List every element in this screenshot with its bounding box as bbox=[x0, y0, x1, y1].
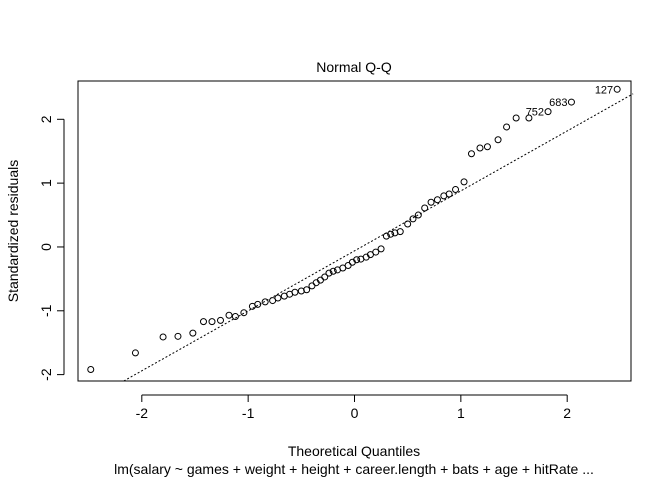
data-point bbox=[452, 186, 460, 194]
y-tick-label: -1 bbox=[38, 304, 54, 317]
data-point bbox=[396, 228, 404, 236]
data-point bbox=[199, 318, 207, 326]
data-point bbox=[372, 248, 380, 256]
data-point bbox=[308, 282, 316, 290]
data-point bbox=[467, 150, 475, 158]
data-point bbox=[445, 190, 453, 198]
data-point bbox=[409, 215, 417, 223]
point-labels-layer: 752 683 127 bbox=[526, 84, 613, 118]
data-point bbox=[494, 136, 502, 144]
data-point bbox=[567, 98, 575, 106]
data-point bbox=[274, 294, 282, 302]
data-point bbox=[512, 114, 520, 122]
data-point bbox=[404, 220, 412, 228]
data-point bbox=[217, 316, 225, 324]
data-point bbox=[261, 298, 269, 306]
data-point bbox=[476, 144, 484, 152]
y-tick-label: 2 bbox=[38, 115, 54, 123]
y-tick-label: 0 bbox=[38, 243, 54, 251]
data-point bbox=[377, 245, 385, 253]
x-tick-label: 0 bbox=[351, 405, 359, 421]
plot-area: 752 683 127 bbox=[77, 80, 634, 382]
point-label: 752 bbox=[526, 107, 544, 119]
data-point bbox=[325, 269, 333, 277]
data-point bbox=[87, 366, 95, 374]
data-point bbox=[321, 273, 329, 281]
data-point bbox=[353, 256, 361, 264]
data-point bbox=[225, 311, 233, 319]
x-tick-label: -1 bbox=[242, 405, 255, 421]
x-axis: -2 -1 0 1 2 bbox=[136, 394, 571, 421]
data-point bbox=[240, 309, 248, 317]
data-point bbox=[174, 332, 182, 340]
data-point bbox=[382, 232, 390, 240]
model-formula-caption: lm(salary ~ games + weight + height + ca… bbox=[114, 461, 594, 477]
data-point bbox=[460, 178, 468, 186]
x-tick-label: 1 bbox=[457, 405, 465, 421]
y-tick-label: -2 bbox=[38, 368, 54, 381]
data-point bbox=[414, 211, 422, 219]
points-layer bbox=[87, 85, 621, 374]
data-point bbox=[427, 198, 435, 206]
plot-frame bbox=[77, 80, 632, 382]
point-label: 127 bbox=[595, 84, 613, 96]
data-point bbox=[254, 300, 262, 308]
data-point bbox=[525, 114, 533, 122]
data-point bbox=[159, 333, 167, 341]
data-point bbox=[613, 85, 621, 93]
y-axis-label: Standardized residuals bbox=[5, 160, 21, 302]
y-tick-label: 1 bbox=[38, 179, 54, 187]
data-point bbox=[544, 108, 552, 116]
data-point bbox=[387, 230, 395, 238]
point-label: 683 bbox=[549, 97, 567, 109]
data-point bbox=[231, 313, 239, 321]
x-tick-label: 2 bbox=[563, 405, 571, 421]
data-point bbox=[433, 196, 441, 204]
data-point bbox=[208, 318, 216, 326]
data-point bbox=[303, 286, 311, 294]
data-point bbox=[329, 267, 337, 275]
x-tick-label: -2 bbox=[136, 405, 149, 421]
y-axis: -2 -1 0 1 2 bbox=[38, 115, 65, 381]
data-point bbox=[503, 123, 511, 131]
data-point bbox=[344, 261, 352, 269]
data-point bbox=[189, 329, 197, 337]
data-point bbox=[421, 204, 429, 212]
data-point bbox=[131, 349, 139, 357]
chart-title: Normal Q-Q bbox=[316, 59, 392, 75]
x-axis-label: Theoretical Quantiles bbox=[288, 443, 420, 459]
data-point bbox=[291, 288, 299, 296]
reference-line bbox=[123, 93, 634, 382]
data-point bbox=[483, 143, 491, 151]
